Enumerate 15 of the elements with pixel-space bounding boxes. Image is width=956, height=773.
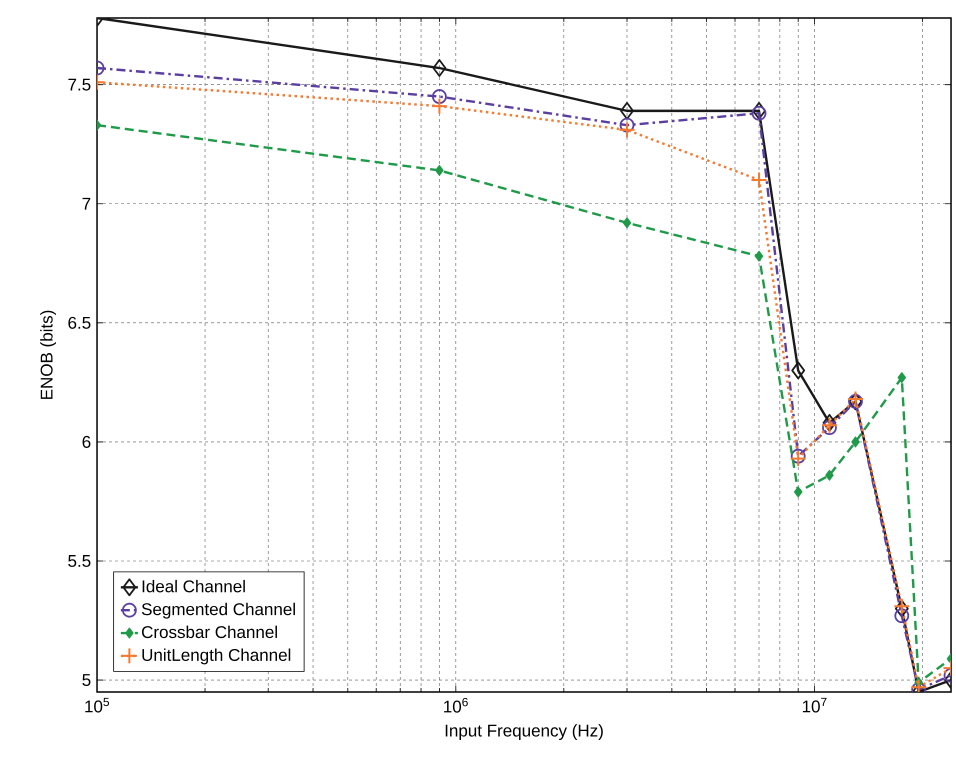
x-axis-title: Input Frequency (Hz) bbox=[446, 724, 603, 740]
legend-label: UnitLength Channel bbox=[142, 648, 290, 664]
y-tick-label: 7 bbox=[82, 198, 90, 210]
x-tick-label: 10$^{6}$ bbox=[444, 698, 468, 713]
y-tick-label: 7.5 bbox=[68, 78, 90, 91]
y-tick-label: 6.5 bbox=[68, 316, 90, 329]
y-tick-label: 5.5 bbox=[68, 555, 90, 567]
legend-label: Ideal Channel bbox=[142, 580, 245, 592]
y-tick-label: 6 bbox=[82, 436, 90, 448]
x-tick-label: 10$^{7}$ bbox=[802, 698, 827, 712]
y-axis-title: ENOB (bits) bbox=[40, 310, 56, 399]
y-tick-label: 5 bbox=[82, 674, 90, 686]
x-tick-label: 10$^{5}$ bbox=[85, 698, 110, 712]
legend-label: Segmented Channel bbox=[142, 602, 295, 619]
legend-label: Crossbar Channel bbox=[142, 626, 277, 638]
